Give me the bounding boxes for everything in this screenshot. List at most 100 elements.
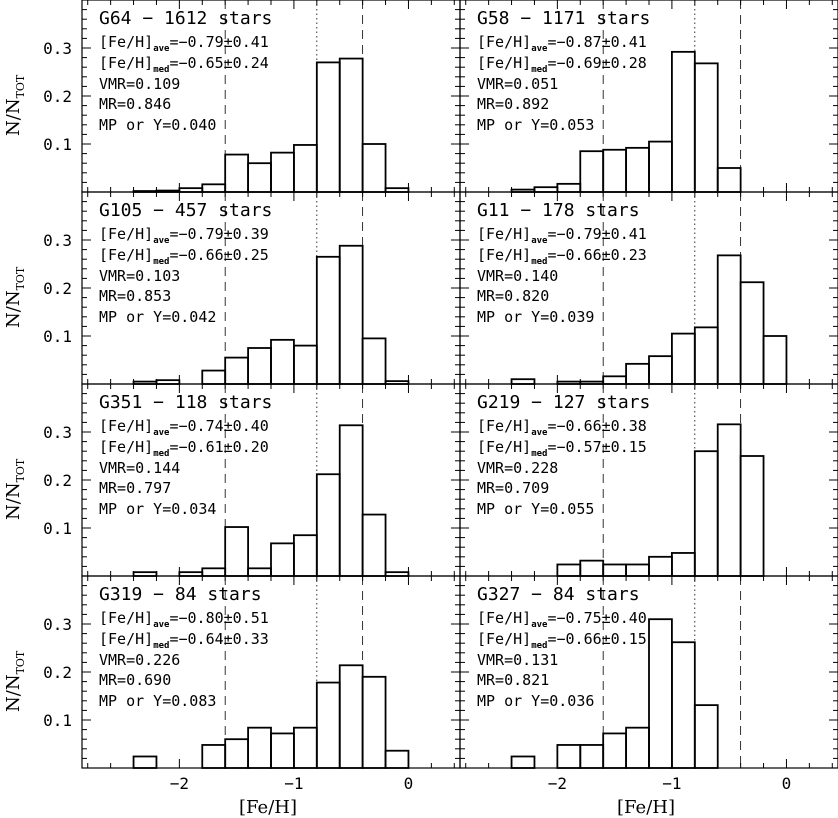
mr-label: MR=0.690: [99, 671, 171, 689]
x-tick-label: −1: [662, 774, 681, 793]
mp-label: MP or Y=0.036: [477, 692, 594, 710]
panel: G319 − 84 stars[Fe/H]ave=−0.80±0.51[Fe/H…: [3, 575, 461, 818]
histogram-bar: [602, 563, 627, 577]
histogram-bar: [384, 749, 410, 769]
histogram-bar: [625, 563, 650, 577]
histogram-bar: [270, 151, 295, 193]
mp-label: MP or Y=0.040: [99, 116, 216, 134]
x-tick-label: 0: [404, 774, 414, 793]
panel-title: G11 − 178 stars: [477, 200, 640, 221]
feh-average-label: [Fe/H]ave=−0.80±0.51: [99, 609, 269, 630]
mr-label: MR=0.797: [99, 479, 171, 497]
histogram-bar: [361, 143, 387, 193]
y-tick-label: 0.3: [43, 39, 72, 58]
feh-median-label: [Fe/H]med=−0.69±0.28: [477, 54, 647, 75]
mr-label: MR=0.892: [477, 95, 549, 113]
histogram-bar: [579, 559, 605, 577]
feh-average-label: [Fe/H]ave=−0.74±0.40: [99, 417, 269, 438]
panel-title: G58 − 1171 stars: [477, 8, 650, 29]
histogram-bar: [293, 144, 318, 193]
feh-average-label: [Fe/H]ave=−0.79±0.41: [99, 33, 269, 54]
histogram-bar: [338, 244, 364, 385]
histogram-bar: [338, 57, 364, 193]
y-tick-label: 0.3: [43, 615, 72, 634]
feh-median-label: [Fe/H]med=−0.61±0.20: [99, 438, 269, 459]
y-tick-label: 0.3: [43, 231, 72, 250]
x-tick-label: 0: [782, 774, 792, 793]
y-tick-label: 0.1: [43, 711, 72, 730]
feh-median-label: [Fe/H]med=−0.66±0.23: [477, 246, 647, 267]
y-tick-label: 0.1: [43, 327, 72, 346]
histogram-bar: [625, 362, 650, 385]
histogram-bar: [716, 167, 742, 193]
histogram-bar: [602, 375, 627, 385]
histogram-bar: [293, 726, 318, 769]
histogram-bar: [648, 355, 673, 385]
histogram-bar: [132, 755, 158, 769]
histogram-bar: [556, 744, 582, 769]
feh-average-label: [Fe/H]ave=−0.66±0.38: [477, 417, 647, 438]
mp-label: MP or Y=0.083: [99, 692, 216, 710]
mr-label: MR=0.846: [99, 95, 171, 113]
histogram-bar: [648, 140, 673, 193]
vmr-label: VMR=0.226: [99, 651, 180, 669]
panel: G351 − 118 stars [Fe/H]ave=−0.74±0.40[Fe/…: [3, 383, 461, 577]
histogram-bar: [315, 681, 341, 769]
x-axis-label: [Fe/H]: [617, 797, 675, 818]
histogram-bar: [739, 455, 765, 577]
histogram-bar: [247, 726, 272, 769]
panel-title: G351 − 118 stars: [99, 392, 272, 413]
panel-title: G64 − 1612 stars: [99, 8, 272, 29]
histogram-bar: [247, 567, 272, 577]
histogram-bar: [247, 347, 272, 385]
histogram-bar: [671, 50, 696, 193]
histogram-bar: [579, 744, 605, 769]
histogram-bar: [201, 744, 227, 769]
histogram-bar: [716, 423, 742, 577]
histogram-bar: [361, 337, 387, 385]
mr-label: MR=0.820: [477, 287, 549, 305]
y-tick-label: 0.2: [43, 87, 72, 106]
histogram-bar: [247, 162, 272, 193]
vmr-label: VMR=0.109: [99, 75, 180, 93]
histogram-bar: [338, 424, 364, 577]
histogram-bar: [315, 255, 341, 385]
histogram-bar: [201, 183, 227, 193]
histogram-bar: [648, 555, 673, 577]
vmr-label: VMR=0.051: [477, 75, 558, 93]
panel: G64 − 1612 stars [Fe/H]ave=−0.79±0.41[Fe/…: [3, 0, 461, 193]
histogram-bar: [533, 186, 559, 193]
vmr-label: VMR=0.228: [477, 459, 558, 477]
mp-label: MP or Y=0.053: [477, 116, 594, 134]
y-axis-label: N/NTOT: [3, 458, 27, 520]
mp-label: MP or Y=0.055: [477, 500, 594, 518]
panel-title: G105 − 457 stars: [99, 200, 272, 221]
histogram-bar: [510, 755, 536, 769]
histogram-bar: [270, 542, 295, 577]
histogram-bar: [224, 356, 249, 385]
histogram-bar: [270, 732, 295, 769]
y-tick-label: 0.1: [43, 135, 72, 154]
y-tick-label: 0.1: [43, 519, 72, 538]
histogram-bar: [201, 567, 227, 577]
feh-average-label: [Fe/H]ave=−0.75±0.40: [477, 609, 647, 630]
mp-label: MP or Y=0.042: [99, 308, 216, 326]
mr-label: MR=0.853: [99, 287, 171, 305]
y-tick-label: 0.2: [43, 279, 72, 298]
y-axis-label: N/NTOT: [3, 266, 27, 328]
panel-title: G327 − 84 stars: [477, 584, 640, 605]
histogram-bar: [361, 675, 387, 769]
histogram-bar: [602, 148, 627, 193]
panel: G105 − 457 stars [Fe/H]ave=−0.79±0.39[Fe/…: [3, 191, 461, 385]
y-tick-label: 0.2: [43, 663, 72, 682]
histogram-bar: [625, 726, 650, 769]
histogram-bar: [762, 335, 788, 385]
y-tick-label: 0.2: [43, 471, 72, 490]
feh-average-label: [Fe/H]ave=−0.79±0.39: [99, 225, 269, 246]
histogram-bar: [224, 738, 249, 769]
histogram-bar: [293, 534, 318, 577]
histogram-bar: [625, 146, 650, 193]
feh-median-label: [Fe/H]med=−0.66±0.15: [477, 630, 647, 651]
histogram-bar: [716, 254, 742, 385]
